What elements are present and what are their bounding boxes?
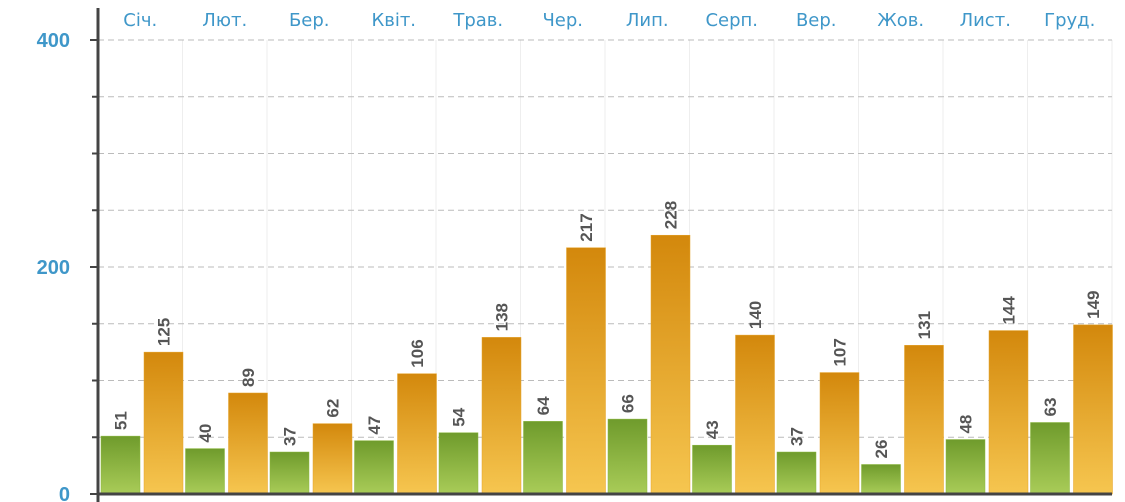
bar xyxy=(100,435,141,495)
bar xyxy=(354,440,394,495)
value-label: 149 xyxy=(1084,291,1103,319)
bar xyxy=(776,451,817,495)
month-label: Бер. xyxy=(289,10,330,31)
bar xyxy=(945,439,986,495)
value-label: 43 xyxy=(703,420,722,439)
value-label: 64 xyxy=(534,396,553,415)
month-label: Трав. xyxy=(452,10,503,31)
value-label: 37 xyxy=(281,427,300,446)
bar xyxy=(269,451,310,495)
value-label: 125 xyxy=(155,318,174,346)
bar xyxy=(481,337,522,495)
month-label: Серп. xyxy=(705,10,758,31)
bar xyxy=(819,372,860,495)
bar xyxy=(523,421,563,495)
bar xyxy=(397,373,437,495)
bar xyxy=(607,418,648,495)
value-label: 62 xyxy=(324,399,343,418)
bar xyxy=(438,432,479,495)
bar xyxy=(988,330,1029,495)
bar xyxy=(566,247,606,495)
value-label: 138 xyxy=(493,303,512,331)
bar xyxy=(1030,422,1070,495)
value-label: 131 xyxy=(915,311,934,339)
month-label: Лист. xyxy=(960,10,1011,31)
month-label: Жов. xyxy=(877,10,924,31)
bar xyxy=(312,423,353,495)
y-tick-label: 200 xyxy=(37,257,70,279)
value-label: 144 xyxy=(1000,296,1019,325)
value-label: 48 xyxy=(957,415,976,434)
value-label: 26 xyxy=(872,440,891,459)
value-label: 140 xyxy=(746,301,765,329)
value-label: 106 xyxy=(408,339,427,367)
value-label: 66 xyxy=(619,394,638,413)
value-label: 54 xyxy=(450,407,469,426)
y-tick-label: 0 xyxy=(59,484,70,502)
bar xyxy=(650,234,691,495)
month-label: Квіт. xyxy=(371,10,416,31)
bar xyxy=(692,444,732,495)
value-label: 47 xyxy=(365,416,384,435)
bar xyxy=(185,448,225,495)
value-label: 89 xyxy=(239,368,258,387)
month-label: Вер. xyxy=(796,10,837,31)
bar xyxy=(861,464,901,495)
value-label: 107 xyxy=(831,338,850,366)
bar xyxy=(143,351,184,495)
value-label: 40 xyxy=(196,424,215,443)
month-label: Груд. xyxy=(1044,10,1095,31)
bar xyxy=(735,334,775,495)
value-label: 217 xyxy=(577,213,596,241)
y-tick-label: 400 xyxy=(37,30,70,52)
month-label: Лип. xyxy=(626,10,669,31)
month-label: Чер. xyxy=(542,10,583,31)
value-label: 63 xyxy=(1041,398,1060,417)
bar xyxy=(904,345,944,495)
value-label: 37 xyxy=(788,427,807,446)
value-label: 228 xyxy=(662,201,681,229)
month-label: Січ. xyxy=(123,10,157,31)
month-label: Лют. xyxy=(202,10,247,31)
bar xyxy=(228,392,268,495)
value-label: 51 xyxy=(112,411,131,430)
bar xyxy=(1073,324,1113,495)
